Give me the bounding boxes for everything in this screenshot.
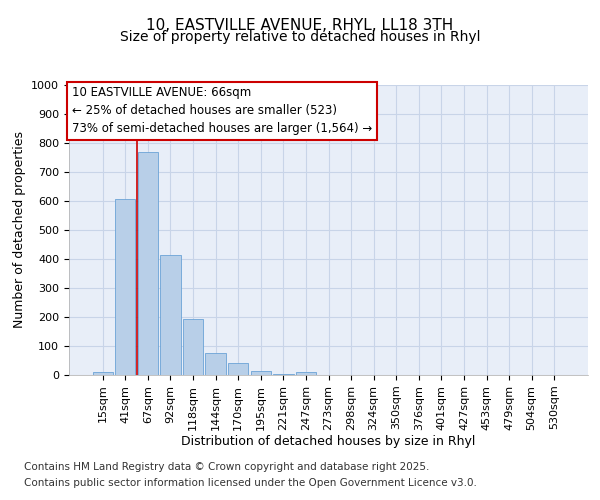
Bar	[138, 152, 158, 375]
Text: Contains public sector information licensed under the Open Government Licence v3: Contains public sector information licen…	[24, 478, 477, 488]
Bar	[296, 372, 316, 375]
Y-axis label: Number of detached properties: Number of detached properties	[13, 132, 26, 328]
Bar	[251, 370, 271, 375]
Bar	[160, 254, 181, 375]
Bar	[273, 374, 293, 375]
Text: Contains HM Land Registry data © Crown copyright and database right 2025.: Contains HM Land Registry data © Crown c…	[24, 462, 430, 472]
Bar	[228, 364, 248, 375]
Bar	[205, 353, 226, 375]
Bar	[115, 199, 136, 375]
Bar	[92, 372, 113, 375]
Text: Size of property relative to detached houses in Rhyl: Size of property relative to detached ho…	[120, 30, 480, 44]
X-axis label: Distribution of detached houses by size in Rhyl: Distribution of detached houses by size …	[181, 436, 476, 448]
Text: 10 EASTVILLE AVENUE: 66sqm
← 25% of detached houses are smaller (523)
73% of sem: 10 EASTVILLE AVENUE: 66sqm ← 25% of deta…	[71, 86, 372, 136]
Text: 10, EASTVILLE AVENUE, RHYL, LL18 3TH: 10, EASTVILLE AVENUE, RHYL, LL18 3TH	[146, 18, 454, 32]
Bar	[183, 320, 203, 375]
